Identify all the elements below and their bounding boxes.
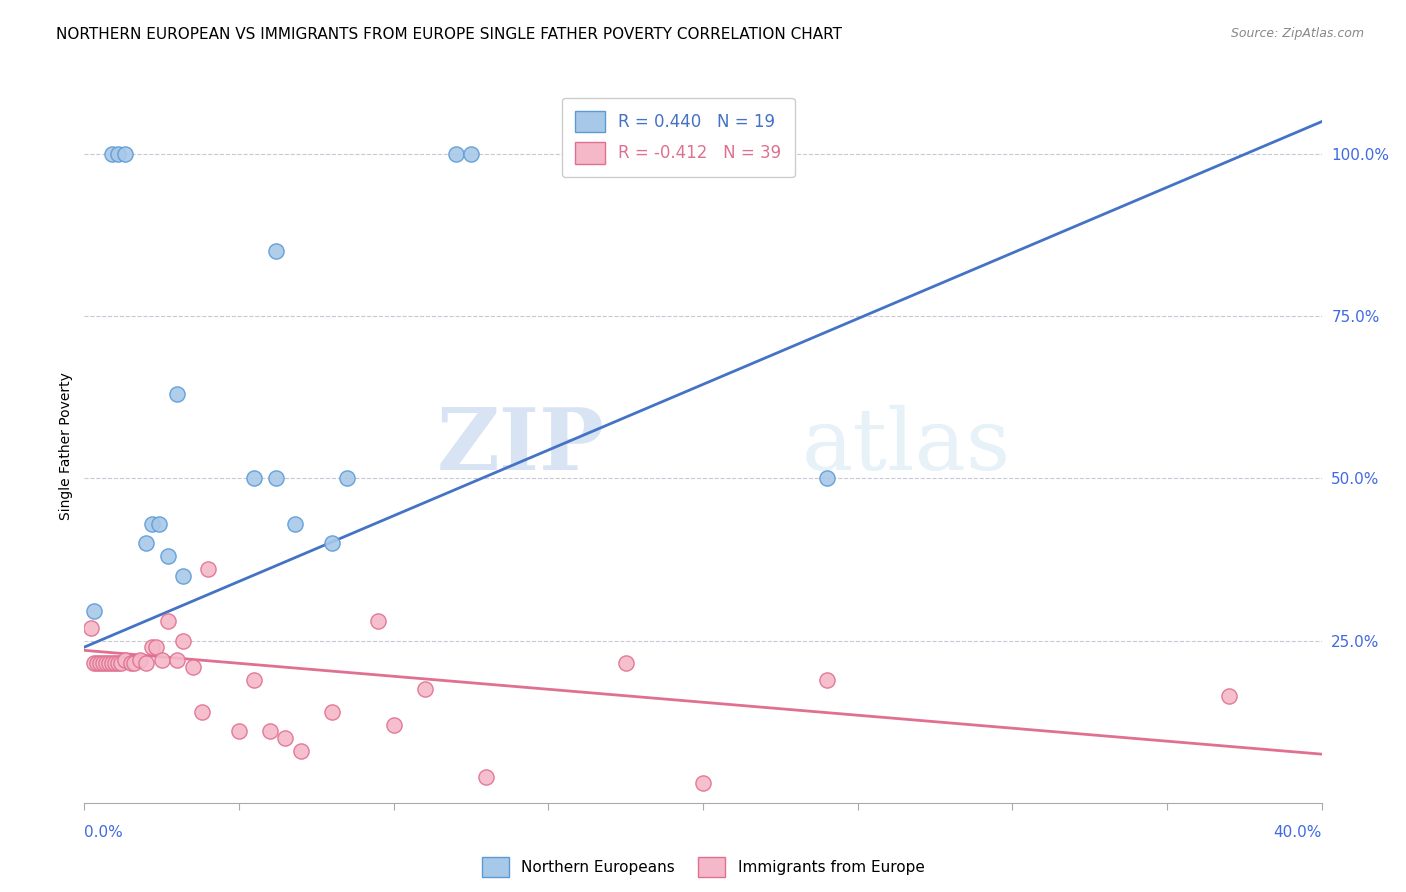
Text: 40.0%: 40.0% bbox=[1274, 825, 1322, 840]
Point bbox=[122, 657, 145, 671]
Y-axis label: Single Father Poverty: Single Father Poverty bbox=[59, 372, 73, 520]
Point bbox=[107, 657, 129, 671]
Point bbox=[129, 653, 152, 667]
Point bbox=[197, 562, 219, 576]
Point bbox=[264, 471, 287, 485]
Point bbox=[321, 705, 343, 719]
Point bbox=[141, 640, 163, 654]
Point bbox=[243, 471, 266, 485]
Point bbox=[475, 770, 498, 784]
Point bbox=[382, 718, 405, 732]
Point bbox=[321, 536, 343, 550]
Point bbox=[172, 633, 194, 648]
Point bbox=[145, 640, 167, 654]
Point bbox=[228, 724, 250, 739]
Point bbox=[191, 705, 214, 719]
Point bbox=[101, 147, 124, 161]
Point bbox=[107, 147, 129, 161]
Point bbox=[104, 657, 127, 671]
Point bbox=[79, 621, 101, 635]
Point bbox=[150, 653, 173, 667]
Point bbox=[83, 604, 105, 618]
Point bbox=[141, 516, 163, 531]
Point bbox=[114, 147, 136, 161]
Point bbox=[135, 657, 157, 671]
Legend: R = 0.440   N = 19, R = -0.412   N = 39: R = 0.440 N = 19, R = -0.412 N = 39 bbox=[561, 97, 794, 177]
Point bbox=[181, 659, 204, 673]
Point bbox=[614, 657, 637, 671]
Point bbox=[94, 657, 117, 671]
Point bbox=[166, 653, 188, 667]
Text: ZIP: ZIP bbox=[436, 404, 605, 488]
Point bbox=[83, 657, 105, 671]
Point bbox=[290, 744, 312, 758]
Point bbox=[110, 657, 132, 671]
Point bbox=[156, 549, 179, 564]
Text: Source: ZipAtlas.com: Source: ZipAtlas.com bbox=[1230, 27, 1364, 40]
Text: NORTHERN EUROPEAN VS IMMIGRANTS FROM EUROPE SINGLE FATHER POVERTY CORRELATION CH: NORTHERN EUROPEAN VS IMMIGRANTS FROM EUR… bbox=[56, 27, 842, 42]
Point bbox=[243, 673, 266, 687]
Text: 0.0%: 0.0% bbox=[84, 825, 124, 840]
Point bbox=[259, 724, 281, 739]
Point bbox=[86, 657, 108, 671]
Point bbox=[91, 657, 114, 671]
Point bbox=[114, 653, 136, 667]
Point bbox=[1218, 689, 1240, 703]
Point bbox=[89, 657, 111, 671]
Point bbox=[101, 657, 124, 671]
Point bbox=[98, 657, 121, 671]
Point bbox=[274, 731, 297, 745]
Point bbox=[120, 657, 142, 671]
Point bbox=[692, 776, 714, 790]
Legend: Northern Europeans, Immigrants from Europe: Northern Europeans, Immigrants from Euro… bbox=[474, 849, 932, 884]
Point bbox=[148, 516, 170, 531]
Point bbox=[367, 614, 389, 628]
Point bbox=[264, 244, 287, 259]
Point bbox=[166, 387, 188, 401]
Point bbox=[815, 673, 838, 687]
Point bbox=[156, 614, 179, 628]
Point bbox=[815, 471, 838, 485]
Point bbox=[413, 682, 436, 697]
Point bbox=[444, 147, 467, 161]
Point bbox=[460, 147, 482, 161]
Point bbox=[172, 568, 194, 582]
Point bbox=[336, 471, 359, 485]
Text: atlas: atlas bbox=[801, 404, 1011, 488]
Point bbox=[284, 516, 307, 531]
Point bbox=[135, 536, 157, 550]
